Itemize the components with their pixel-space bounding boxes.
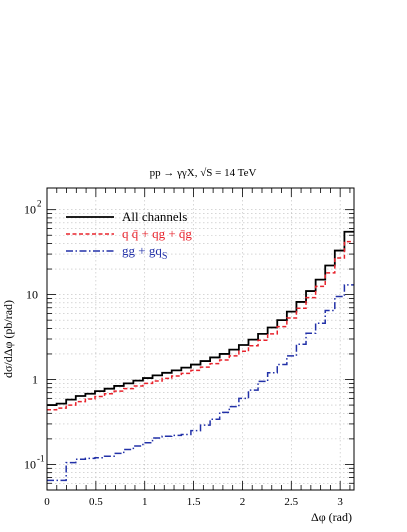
axis-ticks — [46, 188, 354, 491]
x-tick-label: 2 — [240, 496, 246, 508]
y-tick-exponent: -1 — [37, 453, 45, 463]
y-tick-label: 1 — [32, 373, 38, 387]
series-line-2 — [47, 240, 354, 411]
x-tick-label: 0 — [44, 496, 50, 508]
x-tick-labels: 0 0.5 1 1.5 2 2.5 3 — [44, 496, 343, 508]
y-tick-label: 10 — [26, 288, 38, 302]
series-line-3 — [47, 284, 354, 482]
x-tick-label: 3 — [337, 496, 343, 508]
legend-label-3: gg + gqS — [122, 243, 167, 262]
y-tick-label: 10 -1 — [24, 453, 45, 471]
y-tick-base: 10 — [26, 288, 38, 302]
y-tick-label: 10 2 — [24, 199, 42, 217]
x-axis-label: Δφ (rad) — [311, 510, 352, 524]
x-tick-label: 1.5 — [187, 496, 201, 508]
y-axis-label: dσ/dΔφ (pb/rad) — [1, 300, 15, 378]
legend-label-2: q q̄ + qg + q̄g — [122, 226, 192, 241]
legend-label-1: All channels — [122, 209, 187, 224]
x-tick-label: 0.5 — [89, 496, 103, 508]
x-tick-label: 2.5 — [284, 496, 298, 508]
x-tick-label: 1 — [142, 496, 148, 508]
legend: All channels q q̄ + qg + q̄g gg + gqS — [66, 209, 192, 262]
series-group — [47, 230, 354, 482]
y-tick-base: 10 — [24, 203, 36, 217]
y-tick-base: 1 — [32, 373, 38, 387]
series-line-1 — [47, 230, 354, 406]
y-tick-exponent: 2 — [37, 199, 42, 209]
chart-title: pp → γγX, √S = 14 TeV — [150, 167, 257, 179]
y-tick-base: 10 — [24, 457, 36, 471]
